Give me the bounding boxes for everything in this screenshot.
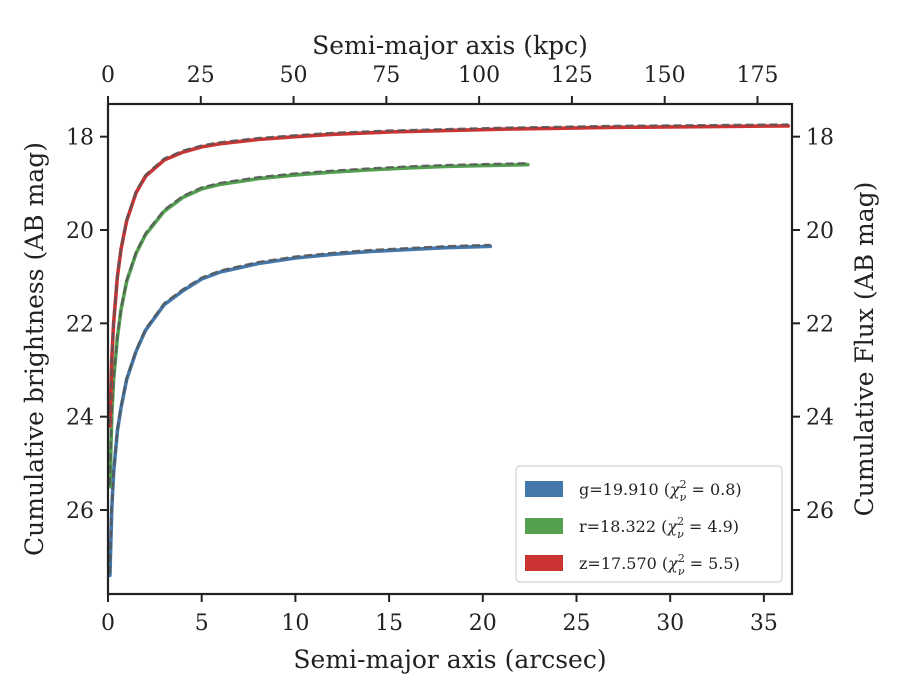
- y-axis-title: Cumulative brightness (AB mag): [20, 142, 49, 556]
- series-g-model-line: [108, 243, 491, 574]
- y2-tick-label: 26: [806, 499, 834, 524]
- y-tick-label: 20: [66, 219, 94, 244]
- x-tick-label: 15: [375, 611, 403, 636]
- x-tick-label: 25: [562, 611, 590, 636]
- x2-tick-label: 0: [101, 63, 115, 88]
- curve-layer: [108, 123, 791, 578]
- legend-box: [515, 465, 783, 583]
- y-tick-label: 26: [66, 499, 94, 524]
- y2-tick-label: 18: [806, 126, 834, 151]
- x2-axis-title: Semi-major axis (kpc): [312, 31, 588, 60]
- legend-entry-label: g=19.910 (χ2 ν = 0.8): [579, 478, 742, 504]
- series-r-line: [108, 162, 530, 489]
- legend-swatch: [525, 481, 563, 497]
- y2-tick-label: 22: [806, 312, 834, 337]
- x2-tick-label: 125: [551, 63, 593, 88]
- series-z-model-line: [108, 123, 789, 425]
- legend-entry-label: z=17.570 (χ2 ν = 5.5): [579, 552, 740, 578]
- x2-tick-label: 75: [372, 63, 400, 88]
- y-tick-label: 22: [66, 312, 94, 337]
- x-tick-label: 0: [101, 611, 115, 636]
- y-tick-label: 18: [66, 126, 94, 151]
- legend-entry-label: r=18.322 (χ2 ν = 4.9): [579, 515, 739, 541]
- y-tick-label: 24: [66, 406, 94, 431]
- legend-swatch: [525, 555, 563, 571]
- series-z-line: [108, 124, 791, 428]
- x-tick-label: 30: [656, 611, 684, 636]
- x-tick-label: 10: [281, 611, 309, 636]
- x-tick-label: 5: [195, 611, 209, 636]
- x-tick-label: 35: [750, 611, 778, 636]
- tick-layer: 0 5 10 15 20 25 30 35 0 25 50 75 100 125 150 175 18 18 20 2…: [66, 63, 834, 636]
- y2-tick-label: 20: [806, 219, 834, 244]
- x2-tick-label: 25: [187, 63, 215, 88]
- x2-tick-label: 150: [644, 63, 686, 88]
- x2-tick-label: 100: [458, 63, 500, 88]
- x2-tick-label: 175: [736, 63, 778, 88]
- x-axis-title: Semi-major axis (arcsec): [293, 645, 606, 674]
- y2-tick-label: 24: [806, 406, 834, 431]
- legend: g=19.910 (χ2 ν = 0.8) r=18.322 (χ2 ν = 4.9)…: [515, 465, 783, 583]
- x-tick-label: 20: [469, 611, 497, 636]
- legend-swatch: [525, 518, 563, 534]
- y2-axis-title: Cumulative Flux (AB mag): [850, 182, 879, 517]
- series-r-model-line: [108, 162, 528, 486]
- plot-frame: [106, 102, 794, 596]
- x2-tick-label: 50: [280, 63, 308, 88]
- series-g-line: [108, 244, 493, 578]
